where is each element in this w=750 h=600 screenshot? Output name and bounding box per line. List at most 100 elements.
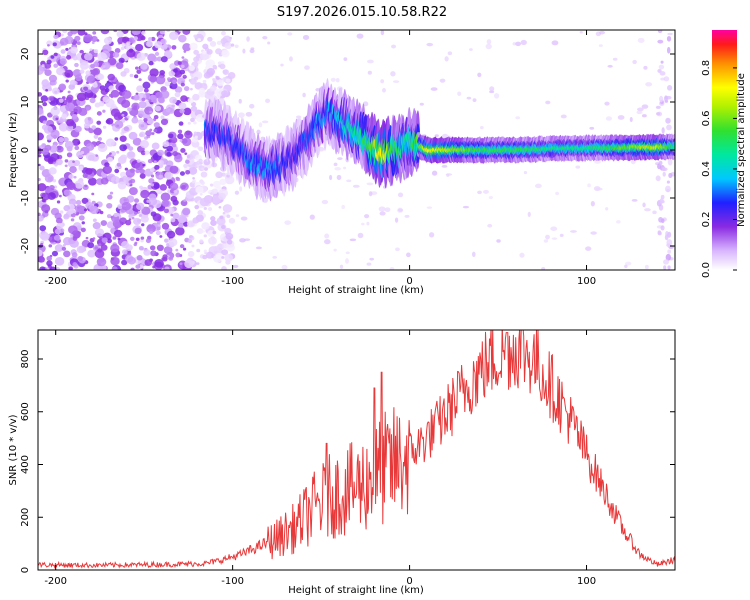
spectrogram-noise-cell: [41, 124, 48, 131]
spectrogram-noise-cell: [86, 92, 93, 99]
spectrogram-noise-cell: [656, 112, 661, 116]
spectrogram-noise-cell: [523, 171, 528, 175]
spectrogram-noise-cell: [594, 160, 601, 164]
spectrogram-noise-cell: [346, 179, 352, 183]
spectrogram-noise-cell: [486, 39, 492, 45]
spectrogram-noise-cell: [121, 99, 131, 108]
spectrogram-noise-cell: [136, 255, 143, 261]
spectrogram-noise-cell: [397, 208, 404, 212]
spectrogram-noise-cell: [662, 171, 666, 177]
spectrogram-noise-cell: [160, 56, 168, 63]
spectrogram-noise-cell: [380, 30, 385, 36]
spectrogram-noise-cell: [65, 47, 69, 51]
spectrogram-noise-cell: [666, 124, 672, 131]
spectrogram-noise-cell: [143, 249, 151, 256]
spectrogram-noise-cell: [441, 165, 448, 168]
spectrogram-noise-cell: [38, 147, 43, 155]
spectrogram-noise-cell: [203, 249, 208, 253]
spectrogram-noise-cell: [93, 53, 98, 58]
spectrogram-noise-cell: [515, 116, 521, 120]
spectrogram-noise-cell: [369, 257, 375, 261]
spectrogram-y-axis-label: Frequency (Hz): [8, 112, 19, 188]
spectrogram-noise-cell: [625, 261, 632, 266]
spectrogram-noise-cell: [191, 137, 199, 143]
spectrogram-noise-cell: [38, 249, 43, 257]
spectrogram-noise-cell: [48, 167, 57, 175]
spectrogram-noise-cell: [85, 106, 91, 111]
spectrogram-noise-cell: [131, 30, 141, 36]
spectrogram-noise-cell: [158, 159, 165, 166]
spectrogram-noise-cell: [63, 214, 70, 220]
spectrogram-noise-cell: [110, 151, 117, 157]
colorbar: 0.0 0.2 0.4 0.6 0.8 Normalized spectral ampl…: [701, 30, 747, 278]
spectrogram-noise-cell: [42, 120, 47, 125]
spectrogram-noise-cell: [380, 79, 385, 84]
spectrogram-noise-cell: [173, 68, 178, 73]
spectrogram-noise-cell: [39, 165, 45, 171]
spectrogram-noise-cell: [179, 139, 183, 142]
spectrogram-noise-cell: [198, 146, 204, 152]
spectrogram-noise-cell: [185, 170, 191, 175]
spectrogram-noise-cell: [110, 256, 120, 266]
spectrogram-noise-cell: [40, 95, 48, 102]
spectrogram-noise-cell: [334, 166, 342, 171]
colorbar-label: Normalized spectral amplitude: [736, 73, 747, 227]
snr-series-line: [38, 330, 675, 570]
spectrogram-noise-cell: [135, 92, 139, 96]
spectrogram-noise-cell: [74, 204, 84, 213]
snr-y-tick-label: 200: [20, 508, 31, 527]
spectrogram-noise-cell: [343, 166, 347, 170]
spectrogram-noise-cell: [86, 75, 96, 84]
spectrogram-noise-cell: [203, 206, 207, 210]
spectrogram-noise-cell: [62, 136, 69, 143]
spectrogram-x-axis-label: Height of straight line (km): [288, 285, 424, 296]
spectrogram-noise-cell: [166, 151, 172, 157]
spectrogram-noise-cell: [362, 101, 369, 107]
spectrogram-noise-cell: [202, 43, 209, 50]
spectrogram-noise-cell: [162, 141, 170, 148]
spectrogram-noise-cell: [183, 86, 190, 92]
spectrogram-noise-cell: [188, 65, 196, 71]
spectrogram-noise-cell: [66, 182, 76, 191]
colorbar-tick-label: 0.8: [701, 60, 712, 76]
spectrogram-noise-cell: [605, 207, 609, 211]
spectrogram-noise-cell: [210, 85, 217, 92]
spectrogram-noise-cell: [150, 174, 155, 178]
spectrogram-noise-cell: [323, 239, 331, 245]
spectrogram-noise-cell: [148, 99, 152, 103]
spectrogram-noise-cell: [155, 230, 161, 236]
spectrogram-noise-cell: [485, 43, 492, 50]
spectrogram-noise-cell: [72, 262, 78, 267]
spectrogram-noise-cell: [106, 156, 113, 163]
spectrogram-y-tick-label: -20: [20, 238, 31, 254]
spectrogram-noise-cell: [210, 216, 216, 221]
spectrogram-noise-cell: [149, 245, 156, 251]
spectrogram-noise-cell: [171, 143, 177, 148]
spectrogram-noise-cell: [496, 239, 501, 243]
spectrogram-noise-cell: [171, 45, 177, 50]
spectrogram-noise-cell: [44, 174, 54, 183]
spectrogram-noise-cell: [119, 217, 127, 225]
spectrogram-noise-cell: [107, 194, 113, 200]
spectrogram-x-tick-label: 0: [406, 276, 412, 287]
spectrogram-y-tick-label: 10: [20, 96, 31, 109]
spectrogram-noise-cell: [91, 192, 95, 196]
spectrogram-noise-cell: [98, 243, 102, 246]
spectrogram-noise-cell: [131, 216, 135, 220]
spectrogram-noise-cell: [187, 97, 194, 104]
spectrogram-noise-cell: [644, 208, 651, 212]
spectrogram-noise-cell: [128, 214, 133, 219]
spectrogram-noise-cell: [137, 210, 141, 214]
spectrogram-noise-cell: [469, 48, 473, 52]
spectrogram-noise-cell: [267, 41, 271, 45]
spectrogram-noise-cell: [545, 100, 551, 105]
spectrogram-noise-cell: [102, 165, 113, 175]
spectrogram-noise-cell: [147, 235, 152, 240]
spectrogram-noise-cell: [116, 81, 120, 85]
spectrogram-noise-cell: [154, 41, 163, 49]
spectrogram-noise-cell: [210, 219, 217, 226]
spectrogram-noise-cell: [149, 68, 159, 77]
spectrogram-noise-cell: [47, 44, 50, 47]
spectrogram-noise-cell: [64, 164, 68, 168]
spectrogram-noise-cell: [85, 70, 91, 76]
